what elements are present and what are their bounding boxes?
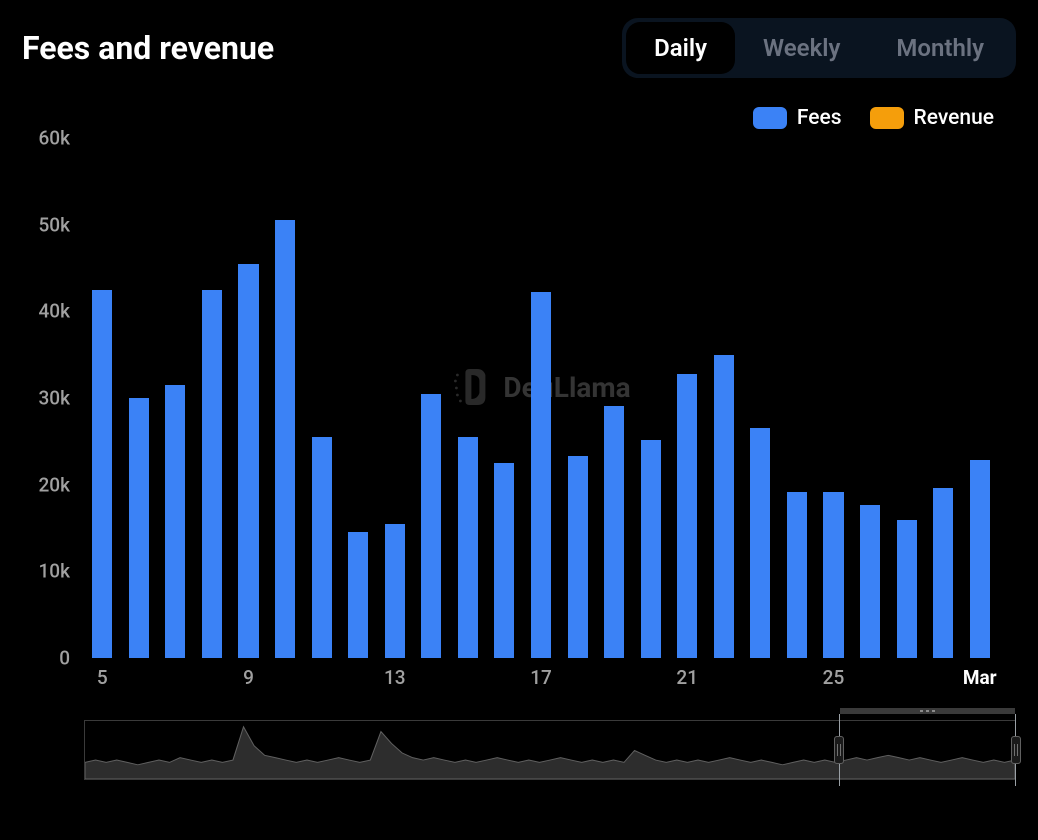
bar-fees[interactable] [604, 406, 624, 658]
legend-item-revenue[interactable]: Revenue [870, 106, 994, 130]
bar-fees[interactable] [238, 264, 258, 658]
legend-swatch [753, 107, 787, 129]
bar-fees[interactable] [312, 437, 332, 658]
legend-label: Fees [797, 106, 842, 130]
bar-fees[interactable] [823, 492, 843, 658]
y-tick-label: 50k [38, 213, 70, 236]
x-tick-label: 21 [676, 666, 698, 689]
bar-fees[interactable] [750, 428, 770, 658]
bar-fees[interactable] [348, 532, 368, 658]
bar-fees[interactable] [421, 394, 441, 658]
bar-fees[interactable] [494, 463, 514, 658]
brush-handle-left[interactable] [834, 736, 844, 764]
x-tick-label: 13 [384, 666, 406, 689]
page-title: Fees and revenue [22, 29, 274, 67]
timeline-brush[interactable] [84, 714, 1016, 786]
tab-monthly[interactable]: Monthly [868, 22, 1012, 74]
tab-weekly[interactable]: Weekly [735, 22, 868, 74]
bar-fees[interactable] [641, 440, 661, 658]
bar-fees[interactable] [787, 492, 807, 658]
y-tick-label: 0 [59, 647, 70, 670]
bar-fees[interactable] [568, 456, 588, 658]
bar-fees[interactable] [92, 290, 112, 658]
brush-track [840, 708, 1015, 714]
y-tick-label: 10k [38, 560, 70, 583]
bar-fees[interactable] [714, 355, 734, 658]
bar-fees[interactable] [458, 437, 478, 658]
brush-handle-right[interactable] [1011, 736, 1021, 764]
legend-swatch [870, 107, 904, 129]
bar-fees[interactable] [275, 220, 295, 658]
bar-fees[interactable] [385, 524, 405, 658]
bar-fees[interactable] [897, 520, 917, 658]
bar-fees[interactable] [860, 505, 880, 658]
timeframe-tabs: DailyWeeklyMonthly [622, 18, 1016, 78]
x-tick-label: 5 [97, 666, 108, 689]
x-tick-label: Mar [963, 666, 997, 689]
x-tick-label: 9 [243, 666, 254, 689]
y-tick-label: 20k [38, 473, 70, 496]
bar-fees[interactable] [677, 374, 697, 658]
tab-daily[interactable]: Daily [626, 22, 735, 74]
bar-fees[interactable] [933, 488, 953, 658]
bar-fees[interactable] [202, 290, 222, 658]
brush-selection[interactable] [839, 714, 1016, 786]
chart-legend: Fees Revenue [0, 78, 1038, 138]
y-tick-label: 30k [38, 387, 70, 410]
y-tick-label: 40k [38, 300, 70, 323]
x-tick-label: 25 [823, 666, 845, 689]
bar-fees[interactable] [129, 398, 149, 658]
y-tick-label: 60k [38, 127, 70, 150]
bar-fees[interactable] [970, 460, 990, 658]
main-chart: 010k20k30k40k50k60k DefiLlama 5913172125… [22, 138, 1016, 698]
bar-fees[interactable] [165, 385, 185, 658]
legend-label: Revenue [914, 106, 994, 130]
legend-item-fees[interactable]: Fees [753, 106, 842, 130]
bar-fees[interactable] [531, 292, 551, 658]
x-tick-label: 17 [530, 666, 552, 689]
